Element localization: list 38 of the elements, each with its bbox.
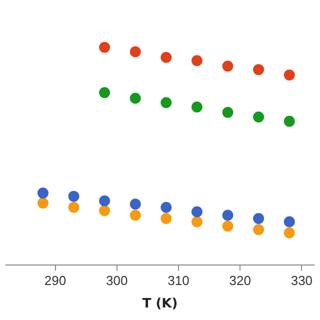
point bbox=[253, 111, 264, 122]
point bbox=[222, 60, 234, 72]
point bbox=[99, 205, 110, 216]
x-tick-label: 290 bbox=[44, 273, 66, 288]
point bbox=[130, 210, 141, 221]
point bbox=[130, 198, 141, 210]
x-tick-label: 300 bbox=[106, 273, 128, 288]
point bbox=[284, 227, 295, 238]
point bbox=[222, 210, 234, 221]
point bbox=[68, 190, 80, 202]
x-tick-label: 310 bbox=[168, 273, 190, 288]
point bbox=[253, 212, 264, 224]
point bbox=[191, 206, 202, 218]
point bbox=[253, 224, 264, 236]
point bbox=[160, 202, 172, 213]
point bbox=[191, 216, 202, 228]
point bbox=[284, 70, 295, 81]
point bbox=[160, 97, 172, 108]
point bbox=[160, 52, 172, 63]
point bbox=[284, 116, 295, 127]
point bbox=[284, 216, 295, 228]
x-tick-label: 330 bbox=[290, 273, 313, 288]
x-tick-label: 320 bbox=[229, 273, 251, 288]
point bbox=[99, 87, 110, 98]
point bbox=[191, 101, 202, 112]
point bbox=[130, 46, 141, 58]
point bbox=[37, 188, 48, 199]
point bbox=[130, 92, 141, 104]
x-axis-title: T (K) bbox=[142, 296, 178, 312]
point bbox=[222, 220, 234, 232]
point bbox=[222, 106, 234, 118]
point bbox=[253, 64, 264, 76]
point bbox=[99, 42, 110, 53]
point bbox=[99, 195, 110, 206]
point bbox=[68, 202, 80, 213]
point bbox=[191, 55, 202, 66]
point bbox=[37, 198, 48, 209]
point bbox=[160, 212, 172, 224]
